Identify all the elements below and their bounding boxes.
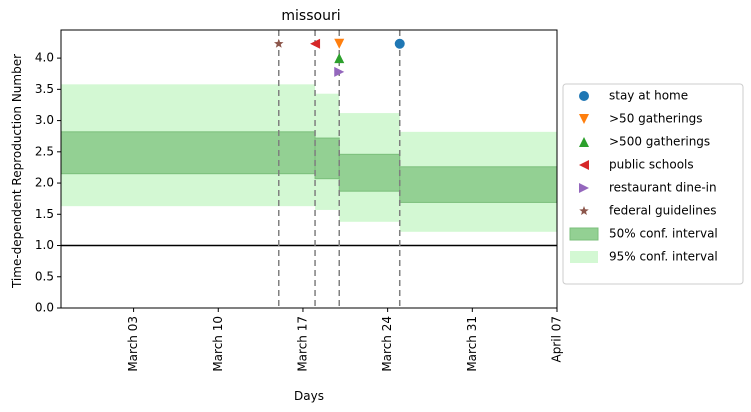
intervention-marker-1 — [334, 38, 345, 49]
y-tick-label-4: 2.0 — [35, 176, 54, 190]
chart-title: missouri — [281, 8, 340, 24]
intervention-markers — [274, 38, 405, 77]
legend-marker-5 — [579, 206, 589, 216]
y-tick-label-8: 4.0 — [35, 51, 54, 65]
legend-label-5: federal guidelines — [609, 204, 717, 218]
x-axis-label: Days — [294, 389, 324, 403]
y-tick-label-2: 1.0 — [35, 238, 54, 252]
legend-marker-0 — [579, 91, 589, 101]
intervention-marker-5 — [274, 38, 284, 48]
y-tick-label-5: 2.5 — [35, 144, 54, 158]
y-tick-label-3: 1.5 — [35, 207, 54, 221]
legend-label-2: >500 gatherings — [609, 135, 710, 149]
y-tick-label-6: 3.0 — [35, 113, 54, 127]
x-tick-label-0: March 03 — [126, 316, 140, 372]
legend-label-3: public schools — [609, 158, 694, 172]
legend-marker-4 — [579, 183, 589, 193]
y-tick-label-7: 3.5 — [35, 82, 54, 96]
ci50-bands — [60, 131, 558, 203]
y-axis-label: Time-dependent Reproduction Number — [10, 54, 24, 289]
ci50-band-0 — [60, 131, 316, 175]
y-tick-label-1: 0.5 — [35, 269, 54, 283]
plot-frame — [60, 29, 558, 309]
legend-label-1: >50 gatherings — [609, 112, 703, 126]
y-axis-ticks: 0.0 0.5 1.0 1.5 2.0 2.5 3.0 3.5 4.0 — [35, 51, 61, 315]
x-axis-ticks: March 03 March 10 March 17 March 24 March 31… — [126, 308, 564, 372]
x-tick-label-3: March 24 — [380, 316, 394, 372]
legend-label-4: restaurant dine-in — [609, 181, 717, 195]
ci50-band-3 — [399, 166, 558, 203]
legend-label-7: 95% conf. interval — [609, 250, 718, 264]
legend-patch-7 — [570, 251, 598, 263]
legend-label-6: 50% conf. interval — [609, 227, 718, 241]
ci50-band-1 — [314, 137, 340, 180]
legend-patch-6 — [569, 227, 599, 241]
legend-marker-3 — [579, 160, 589, 170]
x-tick-label-5: April 07 — [550, 316, 564, 363]
legend-marker-1 — [579, 114, 589, 124]
intervention-marker-4 — [334, 66, 345, 77]
x-tick-label-2: March 17 — [295, 316, 309, 372]
intervention-marker-3 — [310, 38, 321, 49]
ci50-band-2 — [338, 153, 401, 192]
legend: stay at home >50 gatherings >500 gathering… — [562, 83, 744, 285]
intervention-marker-2 — [334, 53, 345, 64]
x-tick-label-4: March 31 — [465, 316, 479, 372]
legend-label-0: stay at home — [609, 89, 688, 103]
intervention-marker-0 — [394, 38, 405, 49]
legend-marker-2 — [579, 137, 589, 147]
legend-box — [562, 83, 744, 285]
intervention-lines — [278, 30, 401, 308]
y-tick-label-0: 0.0 — [35, 301, 54, 315]
x-tick-label-1: March 10 — [211, 316, 225, 372]
